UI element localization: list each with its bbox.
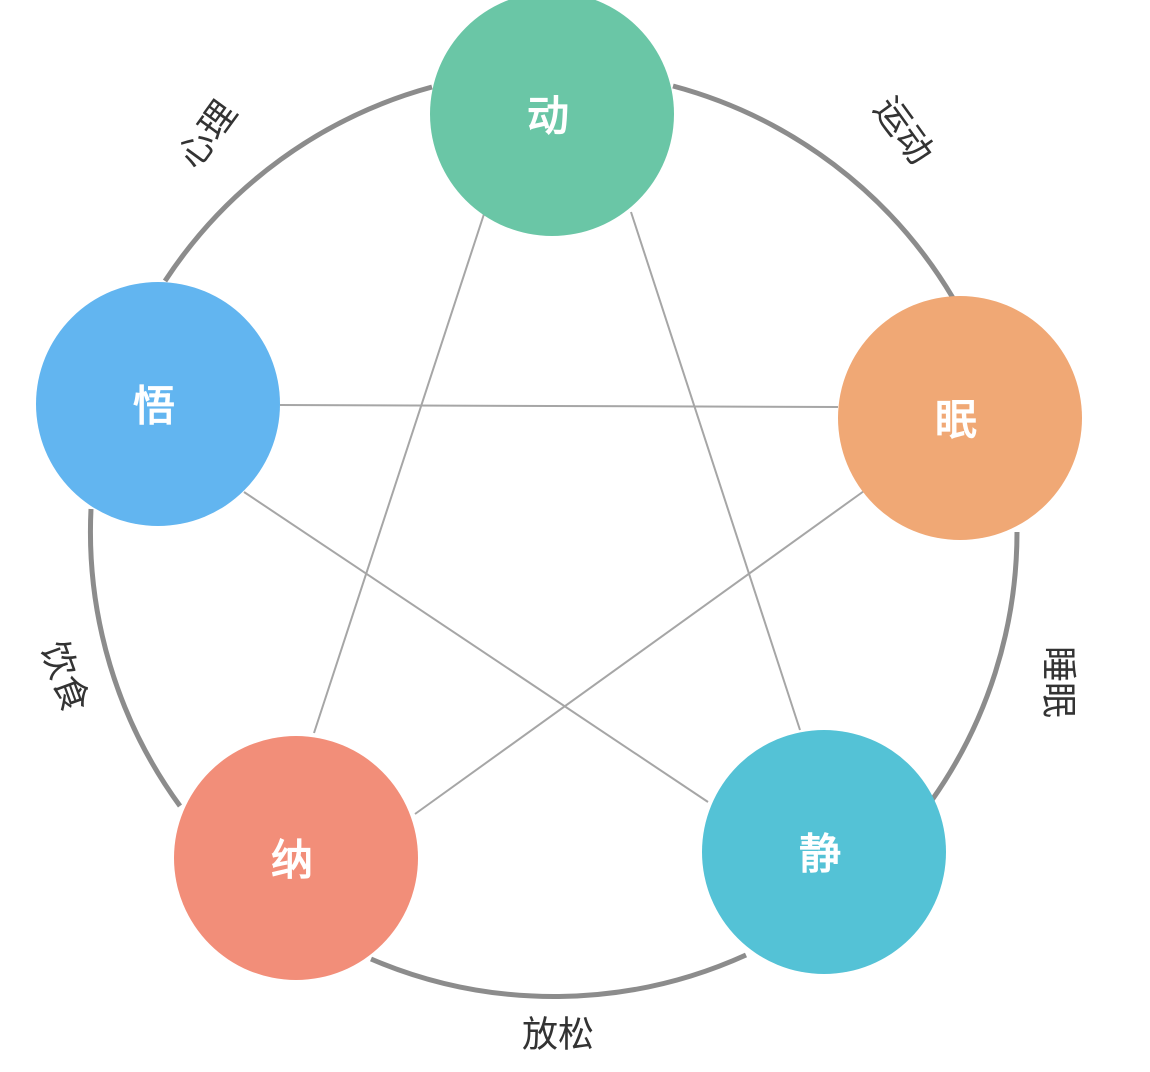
- star-lines: [243, 211, 865, 815]
- star-line-mian-na: [414, 490, 865, 815]
- node-circle: [702, 730, 946, 974]
- arc-label-xinli: 心理: [170, 94, 245, 176]
- ring-arc-na-wu: [87, 508, 183, 808]
- star-line-dong-na: [313, 213, 485, 734]
- node-label: 眠: [935, 396, 977, 445]
- ring-arc-jing-na: [370, 952, 748, 999]
- node-jing: 静: [702, 730, 946, 974]
- ring-arc-dong-mian: [672, 83, 956, 300]
- star-line-wu-jing: [243, 491, 709, 803]
- node-circle: [430, 0, 674, 236]
- node-label: 悟: [133, 382, 175, 431]
- node-dong: 动: [430, 0, 674, 236]
- arc-label-yundong: 运动: [865, 90, 940, 172]
- node-label: 静: [799, 830, 841, 879]
- arc-label-fangsong: 放松: [522, 1015, 594, 1056]
- node-na: 纳: [174, 736, 418, 980]
- node-mian: 眠: [838, 296, 1082, 540]
- ring-arc-mian-jing: [929, 531, 1020, 802]
- arc-label-yinshi: 饮食: [32, 636, 95, 718]
- node-wu: 悟: [36, 282, 280, 526]
- node-circle: [36, 282, 280, 526]
- node-label: 动: [527, 92, 569, 141]
- arc-label-shuimian: 睡眠: [1038, 646, 1079, 718]
- node-label: 纳: [271, 836, 313, 885]
- node-circle: [174, 736, 418, 980]
- ring-arcs: [87, 83, 1020, 999]
- star-line-dong-jing: [630, 211, 801, 731]
- node-circle: [838, 296, 1082, 540]
- ring-arc-wu-dong: [162, 84, 433, 283]
- star-line-wu-mian: [279, 404, 839, 408]
